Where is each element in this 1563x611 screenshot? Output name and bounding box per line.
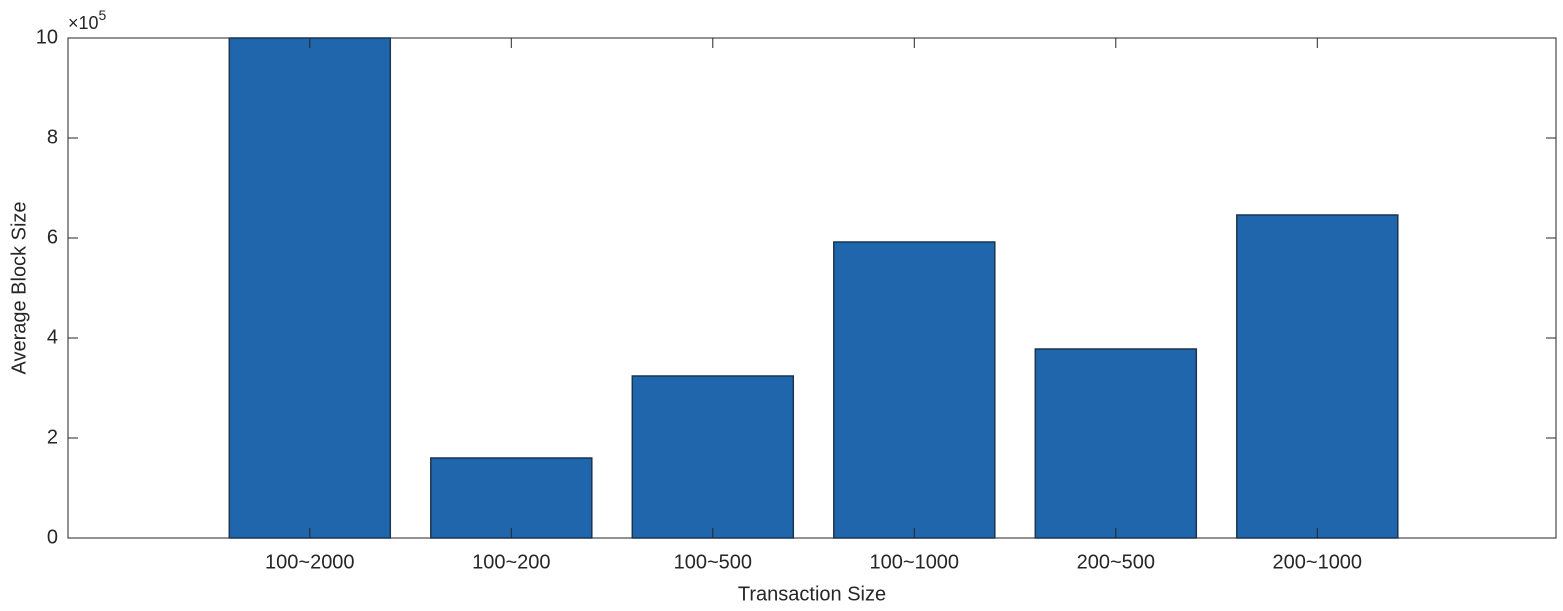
x-tick-label: 100~500: [674, 551, 752, 573]
y-tick-label: 4: [47, 326, 58, 348]
x-tick-label: 200~500: [1077, 551, 1155, 573]
bar: [631, 375, 795, 539]
bar: [430, 457, 593, 539]
y-tick-label: 8: [47, 126, 58, 148]
x-tick-label: 100~2000: [265, 551, 355, 573]
y-multiplier-exponent: 5: [99, 7, 107, 23]
bar: [228, 37, 392, 539]
bar: [833, 241, 996, 539]
y-tick-label: 10: [36, 26, 58, 48]
y-tick-label: 6: [47, 226, 58, 248]
bar: [1034, 348, 1198, 539]
bar: [1236, 214, 1399, 539]
y-axis-label: Average Block Size: [8, 201, 30, 374]
y-tick-label: 0: [47, 526, 58, 548]
x-axis-label: Transaction Size: [738, 583, 886, 605]
x-tick-label: 200~1000: [1273, 551, 1363, 573]
y-tick-label: 2: [47, 426, 58, 448]
x-tick-label: 100~200: [472, 551, 550, 573]
x-tick-label: 100~1000: [870, 551, 960, 573]
y-multiplier: ×105: [68, 7, 107, 33]
y-multiplier-base: ×10: [68, 13, 99, 33]
